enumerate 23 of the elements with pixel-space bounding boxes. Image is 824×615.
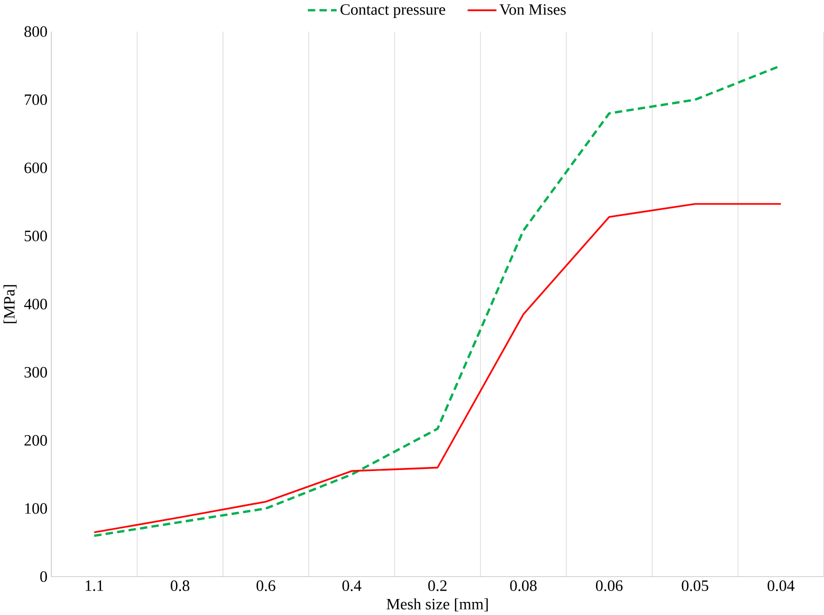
y-tick-label: 500 [24,230,47,242]
y-tick-label: 700 [24,94,47,106]
y-tick-label: 0 [40,571,47,582]
x-tick-label: 0.04 [768,580,794,592]
x-tick-label: 1.1 [86,580,104,592]
x-axis-title: Mesh size [mm] [386,598,488,612]
line-series [93,203,782,534]
x-tick-label: 0.4 [342,580,362,592]
x-tick-label: 0.05 [682,580,708,592]
x-tick-label: 0.2 [428,580,447,592]
x-tick-label: 0.8 [170,580,190,592]
y-tick-label: 600 [24,162,47,174]
x-tick-label: 0.08 [510,580,537,592]
y-axis-title: [MPa] [4,285,17,324]
y-tick-label: 100 [25,503,47,514]
x-tick-label: 0.6 [256,580,276,592]
legend-label: Contact pressure [340,4,446,18]
y-tick-label: 800 [24,26,47,37]
legend-label: Von Mises [500,4,566,15]
y-tick-label: 200 [24,435,47,446]
y-tick-label: 300 [24,366,47,378]
y-tick-label: 400 [24,298,47,310]
x-tick-label: 0.06 [596,580,623,592]
